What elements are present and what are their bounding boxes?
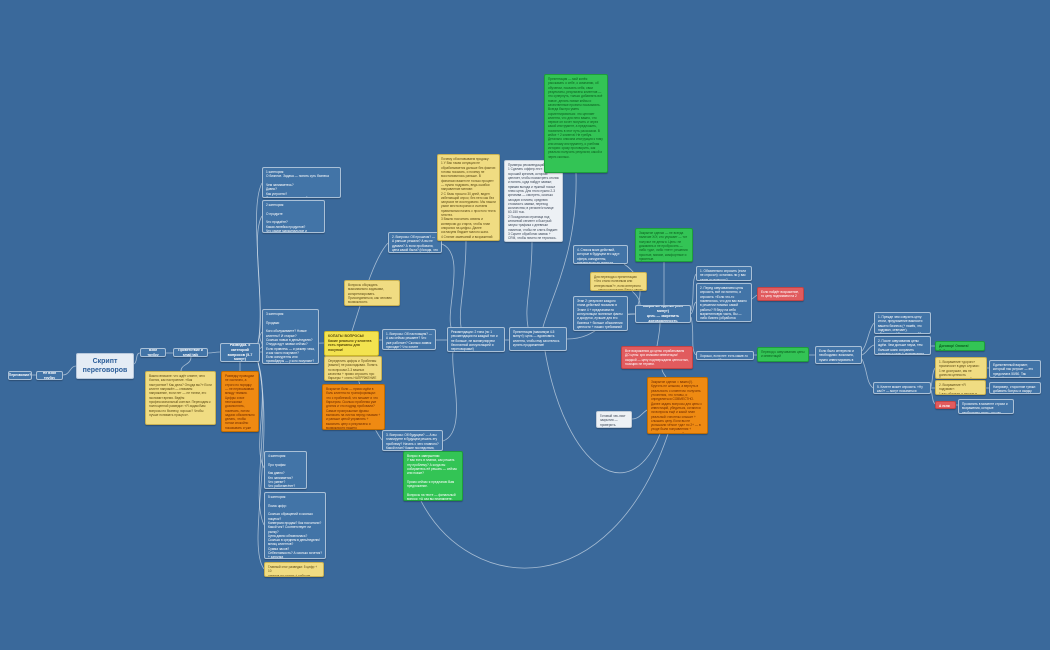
- note-discovery-summary[interactable]: Главный итог разведки: 5 цифр + 10 ответ…: [264, 562, 324, 577]
- node-questions-present[interactable]: 1. Вопросы: Об настоящем? — А как сейчас…: [382, 329, 436, 350]
- note-transition[interactable]: Для перехода к презентации: «Что стало п…: [590, 272, 647, 291]
- node-if-no-answer[interactable]: Прояснить в моменте страхи и возражения,…: [958, 399, 1014, 414]
- note-checklist[interactable]: Готовый чек-лист закрытия — проверить.: [596, 411, 632, 428]
- node-final-question[interactable]: Вопрос в завершении: У вас есть в планах…: [403, 451, 463, 501]
- node-questions-future[interactable]: 3. Вопросы: Об будущем? — А вы планирует…: [382, 430, 443, 451]
- note-objections-before-price[interactable]: Все возражения до цены отрабатываем ДО ц…: [621, 346, 693, 369]
- node-callback[interactable]: Перезвонил?: [8, 371, 32, 380]
- node-category-4[interactable]: 4 категория: Про трафик Как давно? Кто з…: [264, 451, 307, 489]
- note-objection-think[interactable]: 2. Возражение «Я подумаю»: 1 вас обидели…: [935, 380, 986, 395]
- note-reasons[interactable]: Почему обосновываем продажу: 1 У Вас так…: [437, 154, 500, 241]
- node-answered[interactable]: Взял трубку: [140, 348, 166, 357]
- node-category-5[interactable]: 5 категория: Поиск цифр: Сколько обращен…: [264, 492, 326, 559]
- note-discovery-order[interactable]: Разведку проводим не хаотично, а строго …: [221, 371, 259, 432]
- note-close-steps[interactable]: Закрытие сделки = важно(!). Крутить не ш…: [647, 377, 708, 434]
- node-dig-questions[interactable]: КОПАТЬ! ВОПРОСЫ! Какие реально у клиента…: [324, 331, 379, 356]
- node-stage2[interactable]: Этап 2: результат каждого этапа действий…: [573, 296, 628, 331]
- node-plan-list[interactable]: 4. Список моих действий, которые в будущ…: [573, 245, 628, 264]
- node-if-ok[interactable]: Если было интересно и необходимо: возмож…: [815, 346, 862, 364]
- note-digits[interactable]: Определить цифры и Проблемы (важно!) не …: [324, 356, 382, 381]
- node-category-2[interactable]: 2 категория: О продукте Что продаёте? Ка…: [262, 200, 325, 233]
- note-objection-expensive[interactable]: 1. Возражение «дорого» произносят в двух…: [935, 357, 987, 379]
- note-smalltalk[interactable]: Важно вначале: что ждёт клиент, чего бои…: [145, 371, 216, 425]
- node-questions-past[interactable]: 2. Вопросы: Об прошлом? — А раньше решал…: [388, 232, 442, 253]
- node-category-3[interactable]: 3 категория: Продажи Кого обслуживаете? …: [262, 309, 319, 364]
- node-before-price[interactable]: 2. Перед озвучиванием цены спросить, всё…: [696, 283, 752, 322]
- node-ask-objections[interactable]: 5. Клиент может спросить: «Ну как?» — мо…: [873, 382, 931, 394]
- node-greeting[interactable]: Приветствие и small talk: [173, 348, 208, 357]
- node-price-step2[interactable]: 2. После озвучивания цены ждём. Чем доль…: [874, 336, 931, 355]
- node-more-questions[interactable]: Хорошо, если нет: есть какие-то вопросы …: [696, 351, 754, 360]
- node-objection-expensive-answer[interactable]: Единственный вариант, который нас устрои…: [989, 360, 1041, 378]
- node-category-1[interactable]: 1 категория: О бизнесе. Задача — понять …: [262, 167, 341, 198]
- note-raise-price[interactable]: Если найдёт возражение, то цену поднимае…: [757, 287, 804, 301]
- node-discovery[interactable]: Разведка. 5 категорий вопросов (5-7 мину…: [220, 343, 260, 362]
- note-tasks[interactable]: Вопросы обсуждать максимально задачами, …: [344, 280, 400, 306]
- node-ask-questions[interactable]: 1. Обязательно спросить (если не спросил…: [696, 266, 752, 281]
- node-no-answer[interactable]: Не взял трубку: [36, 371, 63, 380]
- node-close-main[interactable]: Закрытие сделки (5-20 минут) цель — закр…: [635, 305, 691, 323]
- node-price-step1[interactable]: 1. Прежде чем озвучить цену: итоги, пред…: [874, 312, 931, 334]
- node-deal[interactable]: Договор! Оплата! Работаем!: [935, 341, 985, 351]
- node-price-transition[interactable]: Переход к озвучиванию цены и инвестиций: [757, 347, 809, 362]
- note-close-rules[interactable]: Закрытие сделки — не всегда наличие Х/Х;…: [635, 228, 693, 262]
- node-recommendations[interactable]: Рекомендации: 2 типа (по 1 рекомендации …: [447, 327, 505, 352]
- note-pain[interactable]: Вскрытие боли — прямо идём в боль клиент…: [322, 384, 385, 430]
- note-examples[interactable]: Примеры рекомендаций: 1 Сделать оффер-те…: [504, 160, 563, 242]
- node-objection-think-answer[interactable]: Например, сторонние трюки: добавить бону…: [989, 382, 1041, 394]
- node-if-no[interactable]: А если «НЕТ»?: [935, 401, 956, 409]
- node-presentation[interactable]: Презентация (максимум 4-5 минут!): цель …: [509, 327, 567, 351]
- note-presentation-tips[interactable]: Презентация — мой конёк: рассказать о се…: [544, 74, 608, 173]
- node-root[interactable]: Скрипт переговоров: [76, 353, 134, 379]
